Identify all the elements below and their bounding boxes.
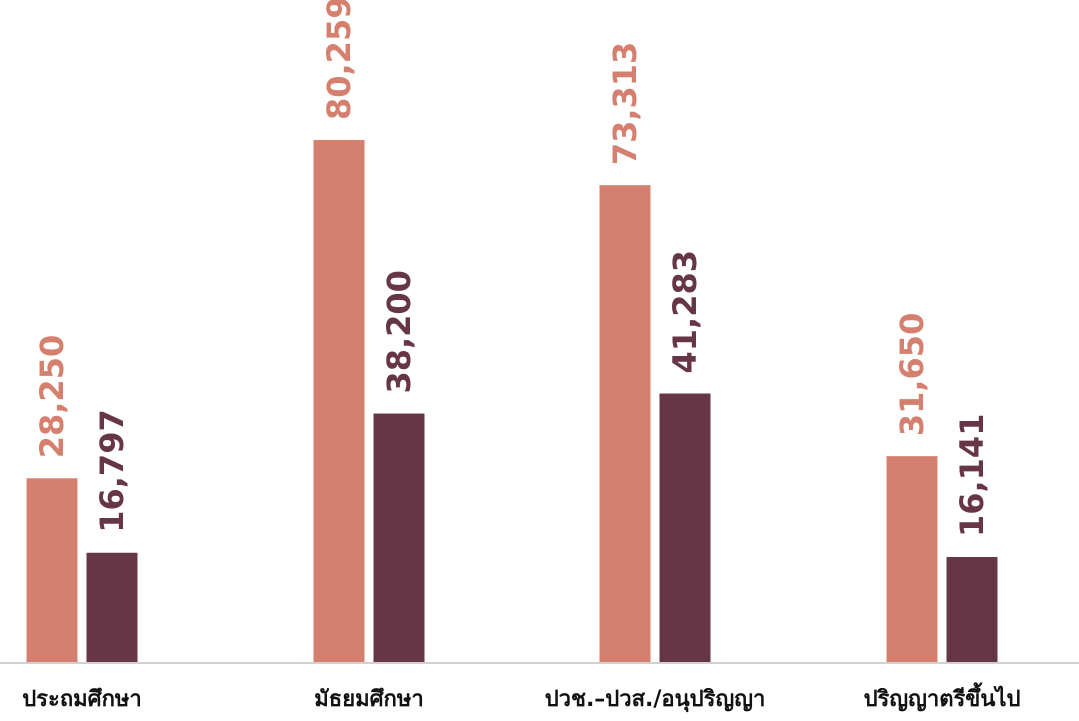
bar-series-2-3: [659, 393, 711, 662]
bar-series-1-1: [26, 478, 78, 662]
category-label-2: มัธยมศึกษา: [314, 687, 423, 712]
bar-series-2-2: [373, 413, 425, 662]
bar-series-1-3: [599, 185, 651, 662]
bar-series-2-4: [946, 557, 998, 662]
data-label-series-1-1: 28,250: [33, 335, 71, 458]
category-label-4: ปริญญาตรีขึ้นไป: [864, 682, 1021, 712]
category-label-3: ปวช.–ปวส./อนุปริญญา: [545, 687, 766, 713]
bar-series-1-4: [886, 456, 938, 662]
data-label-series-2-1: 16,797: [93, 409, 131, 532]
data-label-series-1-3: 73,313: [606, 42, 644, 165]
data-label-series-1-4: 31,650: [893, 313, 931, 436]
bar-series-1-2: [313, 140, 365, 662]
data-label-series-2-2: 38,200: [380, 270, 418, 393]
data-label-series-2-4: 16,141: [953, 414, 991, 537]
category-label-1: ประถมศึกษา: [22, 687, 142, 712]
bar-series-2-1: [86, 552, 138, 662]
data-label-series-2-3: 41,283: [666, 250, 704, 373]
data-label-series-1-2: 80,259: [320, 0, 358, 120]
